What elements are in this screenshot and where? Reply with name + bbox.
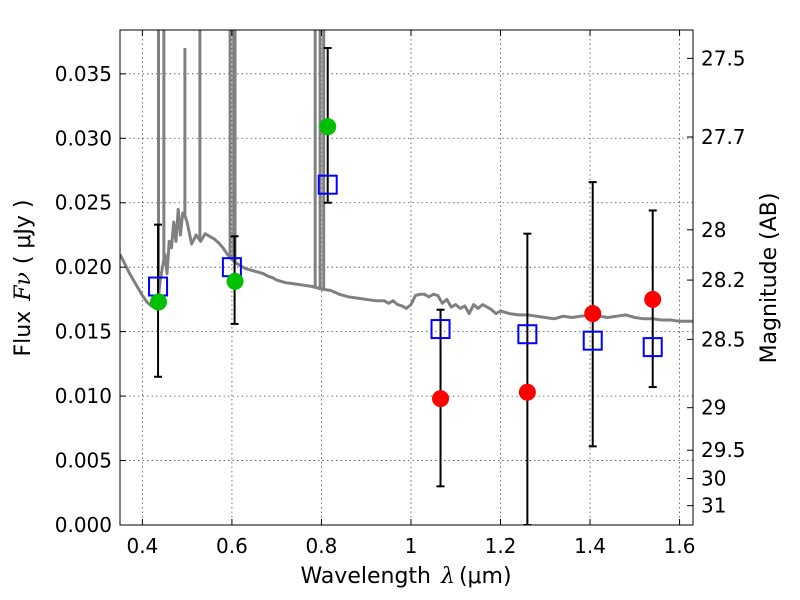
y2-tick-label: 27.7 bbox=[701, 125, 746, 149]
y2-tick-label: 28.5 bbox=[701, 327, 746, 351]
x-tick-label: 0.8 bbox=[306, 534, 338, 558]
y2-tick-label: 31 bbox=[701, 494, 726, 518]
model-sed-line bbox=[120, 207, 693, 323]
y2-tick-label: 30 bbox=[701, 467, 726, 491]
non-detection-point bbox=[432, 390, 450, 408]
non-detection-point bbox=[644, 290, 662, 308]
y-tick-label: 0.030 bbox=[55, 126, 112, 150]
x-tick-label: 0.6 bbox=[216, 534, 248, 558]
y-tick-label: 0.005 bbox=[55, 449, 112, 473]
model-photometry-square bbox=[582, 330, 603, 351]
model-photometry-square bbox=[642, 337, 663, 358]
y-tick-label: 0.035 bbox=[55, 62, 112, 86]
x-tick-label: 1.4 bbox=[574, 534, 606, 558]
y2-tick-label: 28.2 bbox=[701, 268, 746, 292]
x-tick-label: 1.2 bbox=[485, 534, 517, 558]
axis-ticks: 0.4 0.6 0.8 1 1.2 1.4 1.6 0.000 0.005 0.010 0.015 0… bbox=[55, 30, 746, 558]
detection-point bbox=[149, 293, 167, 311]
y-tick-label: 0.025 bbox=[55, 191, 112, 215]
model-photometry-square bbox=[517, 324, 538, 345]
y-tick-label: 0.020 bbox=[55, 255, 112, 279]
y-axis-label: FluxFν( μJy ) bbox=[11, 199, 36, 356]
detection-point bbox=[226, 272, 244, 290]
y2-tick-label: 27.5 bbox=[701, 46, 746, 70]
non-detection-point bbox=[518, 383, 536, 401]
detection-point bbox=[319, 118, 337, 136]
non-detection-point bbox=[584, 305, 602, 323]
x-tick-label: 1 bbox=[405, 534, 418, 558]
y2-tick-label: 29 bbox=[701, 396, 726, 420]
plot-area bbox=[120, 30, 693, 525]
y-tick-label: 0.010 bbox=[55, 384, 112, 408]
y-tick-label: 0.000 bbox=[55, 513, 112, 537]
y-tick-label: 0.015 bbox=[55, 320, 112, 344]
y2-tick-label: 28 bbox=[701, 218, 726, 242]
x-tick-label: 0.4 bbox=[126, 534, 158, 558]
y2-tick-label: 29.5 bbox=[701, 438, 746, 462]
plot-frame bbox=[119, 29, 694, 526]
model-photometry-square bbox=[317, 174, 338, 195]
model-photometry-square bbox=[430, 319, 451, 340]
x-axis-label: Wavelength λ (μm) bbox=[300, 564, 511, 589]
y2-axis-label: Magnitude (AB) bbox=[757, 193, 782, 364]
x-tick-label: 1.6 bbox=[664, 534, 696, 558]
